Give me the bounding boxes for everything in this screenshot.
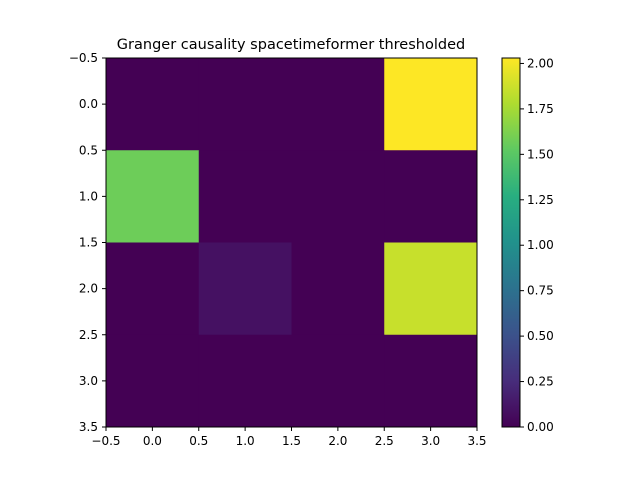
heatmap-cell: [199, 243, 292, 336]
y-tick-label: 3.5: [79, 420, 98, 434]
x-tick-label: 0.0: [143, 434, 162, 448]
colorbar-tick-label: 2.00: [527, 56, 554, 70]
x-tick-label: 2.0: [328, 434, 347, 448]
heatmap-cell: [106, 335, 199, 428]
heatmap-cells: [106, 58, 478, 428]
heatmap-cell: [292, 58, 385, 151]
y-axis: −0.5 0.0 0.5 1.0 1.5 2.0 2.5 3.0 3.5: [69, 51, 106, 434]
colorbar-tick-label: 1.50: [527, 147, 554, 161]
heatmap-cell: [106, 243, 199, 336]
heatmap-cell: [384, 150, 477, 243]
x-tick-label: 1.0: [236, 434, 255, 448]
heatmap-cell: [384, 335, 477, 428]
y-tick-label: 3.0: [79, 374, 98, 388]
x-tick-label: 3.5: [467, 434, 486, 448]
colorbar-tick-label: 1.25: [527, 193, 554, 207]
x-tick-label: 3.0: [421, 434, 440, 448]
x-tick-label: −0.5: [91, 434, 120, 448]
heatmap-cell: [199, 335, 292, 428]
y-tick-label: 0.5: [79, 143, 98, 157]
heatmap-cell: [199, 58, 292, 151]
y-tick-label: 2.0: [79, 282, 98, 296]
colorbar-axis: 0.00 0.25 0.50 0.75 1.00 1.25 1.50 1.75 2.00: [520, 56, 554, 434]
colorbar-tick-label: 0.25: [527, 375, 554, 389]
y-tick-label: 1.0: [79, 189, 98, 203]
colorbar: [502, 58, 520, 427]
heatmap-cell: [292, 335, 385, 428]
y-tick-label: 1.5: [79, 236, 98, 250]
colorbar-tick-label: 1.75: [527, 102, 554, 116]
colorbar-tick-label: 0.75: [527, 284, 554, 298]
y-tick-label: −0.5: [69, 51, 98, 65]
y-tick-label: 0.0: [79, 97, 98, 111]
x-tick-label: 0.5: [189, 434, 208, 448]
heatmap-cell: [106, 150, 199, 243]
heatmap-cell: [384, 243, 477, 336]
heatmap-cell: [199, 150, 292, 243]
y-tick-label: 2.5: [79, 328, 98, 342]
heatmap-cell: [292, 243, 385, 336]
x-tick-label: 1.5: [282, 434, 301, 448]
colorbar-tick-label: 0.50: [527, 329, 554, 343]
x-axis: −0.5 0.0 0.5 1.0 1.5 2.0 2.5 3.0 3.5: [91, 427, 486, 448]
colorbar-tick-label: 1.00: [527, 238, 554, 252]
heatmap-cell: [106, 58, 199, 151]
heatmap-cell: [384, 58, 477, 151]
heatmap-cell: [292, 150, 385, 243]
colorbar-tick-label: 0.00: [527, 420, 554, 434]
x-tick-label: 2.5: [375, 434, 394, 448]
chart-title: Granger causality spacetimeformer thresh…: [117, 37, 465, 53]
